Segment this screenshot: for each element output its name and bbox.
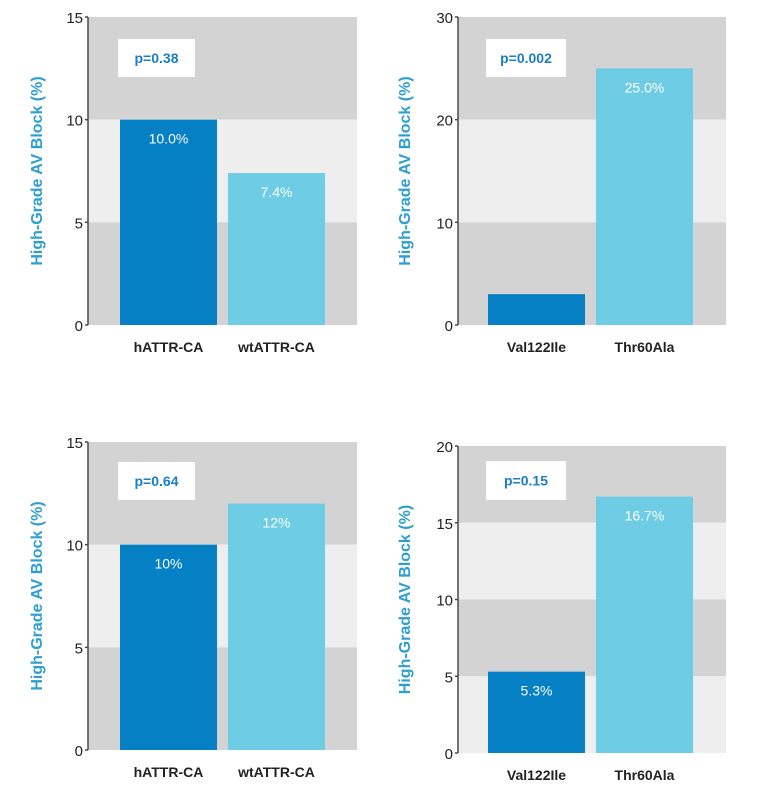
- y-tick-label: 5: [75, 215, 83, 232]
- bar-thr60ala: [596, 68, 693, 325]
- y-tick-label: 5: [445, 669, 453, 686]
- bar-wtattr-ca: [228, 503, 325, 750]
- bar-hattr-ca: [120, 119, 217, 326]
- chart-panel-4: 0 5 10 15 20 High-Grade AV Block (%) 5.3% Val12…: [397, 439, 726, 783]
- y-tick-label: 0: [75, 743, 83, 760]
- y-tick-label: 20: [436, 113, 453, 130]
- bar-value-label: 10.0%: [149, 131, 189, 147]
- x-tick-label: Thr60Ala: [615, 339, 675, 355]
- chart-panel-1: 0 5 10 15 High-Grade AV Block (%) 10.0% hATTR-…: [29, 10, 357, 355]
- y-tick-label: 10: [66, 538, 83, 555]
- p-value-annotation: p=0.002: [500, 50, 552, 66]
- y-axis-title: High-Grade AV Block (%): [397, 76, 414, 265]
- y-tick-label: 15: [436, 516, 453, 533]
- bar-wtattr-ca: [228, 173, 325, 325]
- x-tick-label: Val122Ile: [507, 767, 566, 783]
- y-axis-title: High-Grade AV Block (%): [29, 76, 46, 265]
- y-axis-title: High-Grade AV Block (%): [29, 501, 46, 690]
- x-tick-label: wtATTR-CA: [237, 764, 315, 780]
- bar-value-label: 12%: [262, 515, 290, 531]
- x-tick-label: Thr60Ala: [615, 767, 675, 783]
- y-tick-label: 10: [436, 593, 453, 610]
- x-tick-label: hATTR-CA: [134, 339, 204, 355]
- y-tick-label: 15: [66, 10, 83, 27]
- bar-hattr-ca: [120, 544, 217, 750]
- y-tick-label: 15: [66, 435, 83, 452]
- p-value-box: [486, 39, 566, 77]
- p-value-annotation: p=0.15: [504, 473, 548, 489]
- bar-value-label: 25.0%: [625, 79, 665, 95]
- y-tick-label: 5: [75, 640, 83, 657]
- y-axis-title: High-Grade AV Block (%): [397, 505, 414, 694]
- p-value-annotation: p=0.64: [135, 473, 179, 489]
- chart-panel-3: 0 5 10 15 High-Grade AV Block (%) 10% hATTR-CA…: [29, 435, 357, 780]
- y-tick-label: 20: [436, 439, 453, 456]
- chart-panel-2: 0 10 20 30 High-Grade AV Block (%) Val122Ile 2…: [397, 10, 726, 355]
- x-tick-label: Val122Ile: [507, 339, 566, 355]
- bar-val122ile: [488, 294, 585, 325]
- bar-value-label: 10%: [154, 556, 182, 572]
- x-tick-label: wtATTR-CA: [237, 339, 315, 355]
- y-tick-label: 0: [445, 318, 453, 335]
- bar-thr60ala: [596, 496, 693, 753]
- p-value-annotation: p=0.38: [135, 50, 179, 66]
- p-value-box: [118, 462, 195, 500]
- bar-val122ile: [488, 671, 585, 753]
- y-tick-label: 0: [445, 746, 453, 763]
- p-value-box: [118, 39, 195, 77]
- bar-value-label: 5.3%: [521, 683, 553, 699]
- y-tick-label: 10: [436, 215, 453, 232]
- y-tick-label: 10: [66, 113, 83, 130]
- p-value-box: [486, 461, 566, 500]
- bar-value-label: 16.7%: [625, 508, 665, 524]
- bar-value-label: 7.4%: [261, 184, 293, 200]
- x-tick-label: hATTR-CA: [134, 764, 204, 780]
- y-tick-label: 30: [436, 10, 453, 27]
- y-tick-label: 0: [75, 318, 83, 335]
